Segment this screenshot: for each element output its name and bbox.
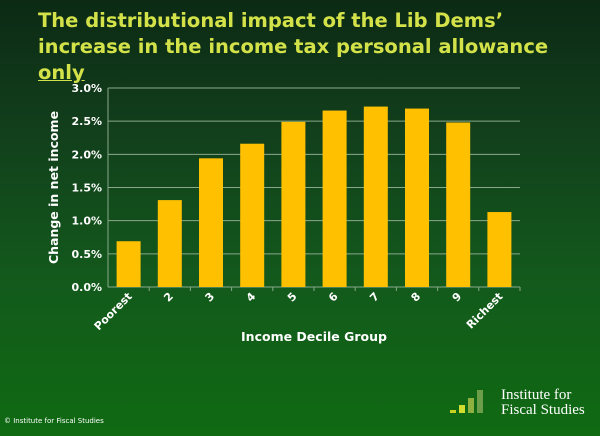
x-tick-label: 2: [161, 290, 176, 305]
bar: [281, 121, 306, 287]
ifs-logo-icon: [450, 390, 483, 413]
x-tick-label: 4: [244, 290, 259, 305]
x-tick-label: 3: [203, 290, 218, 305]
x-tick-label: 7: [367, 290, 382, 305]
bar: [487, 212, 512, 287]
y-tick-label: 2.5%: [71, 115, 102, 128]
y-tick-label: 1.5%: [71, 182, 102, 195]
y-axis-title: Change in net income: [46, 111, 61, 264]
logo-line1: Institute for: [501, 387, 572, 403]
x-tick-label: Poorest: [92, 290, 135, 333]
y-tick-label: 0.5%: [71, 248, 102, 261]
bar: [405, 108, 429, 288]
bar: [240, 143, 265, 287]
bar: [446, 122, 471, 287]
x-tick-label: Richest: [464, 290, 506, 332]
y-tick-label: 0.0%: [71, 281, 102, 294]
chart-title: The distributional impact of the Lib Dem…: [38, 8, 578, 86]
x-tick-label: 8: [409, 290, 424, 305]
y-tick-label: 3.0%: [71, 82, 102, 95]
x-tick-label: 6: [326, 290, 341, 305]
x-axis-title: Income Decile Group: [241, 329, 387, 344]
bar: [363, 106, 388, 287]
bar: [157, 200, 182, 287]
title-text: The distributional impact of the Lib Dem…: [38, 9, 549, 58]
logo-text: Institute for Fiscal Studies: [501, 388, 585, 418]
copyright-footer: © Institute for Fiscal Studies: [4, 417, 104, 425]
bar: [116, 241, 141, 287]
x-tick-label: 5: [285, 290, 300, 305]
bar: [322, 110, 347, 287]
bar: [199, 158, 223, 287]
y-tick-label: 2.0%: [71, 148, 102, 161]
y-tick-label: 1.0%: [71, 215, 102, 228]
x-tick-label: 9: [450, 290, 465, 305]
title-emphasis: only: [38, 61, 85, 84]
logo-line2: Fiscal Studies: [501, 402, 585, 418]
